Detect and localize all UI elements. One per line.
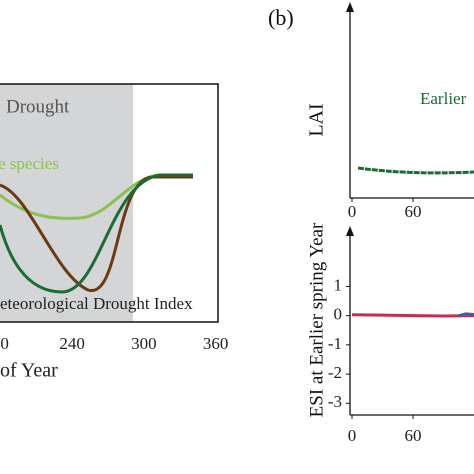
- series-line: [351, 313, 474, 318]
- annotation: Earlier: [420, 89, 467, 108]
- y-tick-label: -3: [328, 392, 342, 411]
- axis-arrow: [346, 226, 354, 236]
- plot-frame: [0, 83, 219, 323]
- x-tick-label: 0: [348, 202, 357, 221]
- brown-curve: [0, 175, 193, 292]
- y-axis-label: LAI: [306, 103, 328, 136]
- annotation: eteorological Drought Index: [0, 294, 193, 313]
- x-tick-label: 300: [131, 334, 157, 353]
- axis-arrow: [346, 2, 354, 12]
- x-tick-label: 360: [203, 334, 229, 353]
- annotation: Drought: [6, 96, 70, 117]
- lai-curve: [357, 166, 474, 175]
- y-axis-label: ESI at Earlier spring Year: [306, 222, 327, 417]
- x-tick-label: 80: [0, 334, 9, 353]
- panel-label: (b): [268, 5, 294, 30]
- x-tick-label: 60: [405, 202, 422, 221]
- annotation: e species: [0, 154, 59, 173]
- x-axis-label: of Year: [0, 360, 58, 382]
- x-tick-label: 0: [348, 426, 357, 445]
- x-tick-label: 240: [59, 334, 85, 353]
- y-tick-label: -2: [328, 363, 342, 382]
- y-tick-label: 1: [334, 275, 343, 294]
- dark-green-curve: [0, 173, 193, 294]
- x-tick-label: 60: [405, 426, 422, 445]
- y-tick-label: -1: [328, 334, 342, 353]
- series-line: [458, 312, 474, 318]
- y-tick-label: 0: [334, 305, 343, 324]
